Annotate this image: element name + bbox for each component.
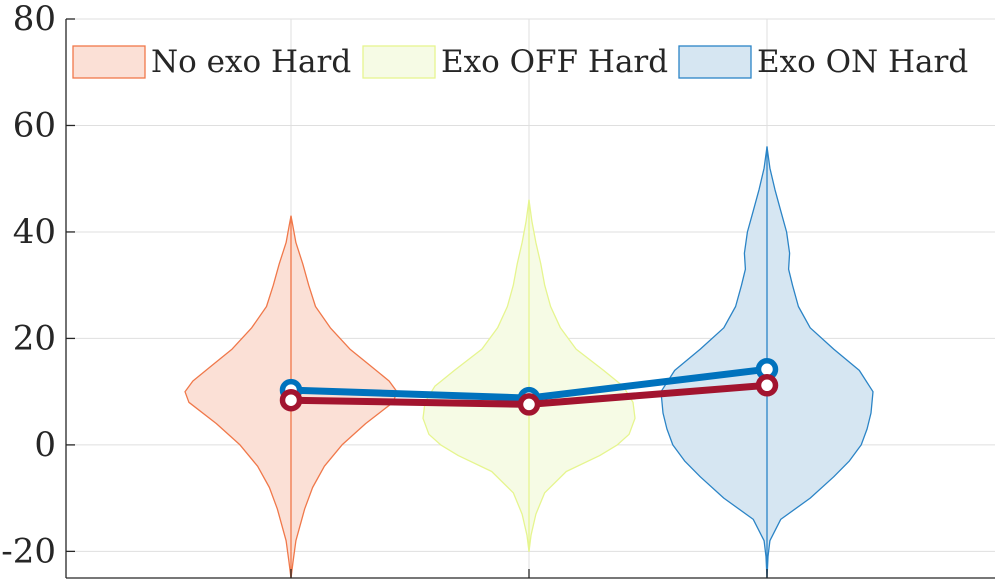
- legend: No exo Hard Exo OFF Hard Exo ON Hard: [72, 44, 968, 80]
- series-2-point: [755, 374, 779, 397]
- legend-swatch-2: [362, 45, 436, 79]
- y-tick-label: 0: [34, 425, 56, 465]
- line-layer: [279, 358, 779, 416]
- series-2-point: [517, 393, 541, 416]
- legend-label-3: Exo ON Hard: [757, 44, 968, 80]
- series-2-point: [279, 388, 303, 412]
- legend-swatch-3: [678, 45, 752, 79]
- y-tick-label: 20: [13, 318, 56, 358]
- legend-swatch-1: [72, 45, 146, 79]
- y-tick-label: 60: [13, 105, 56, 145]
- y-tick-label: 80: [13, 0, 56, 39]
- y-tick-label: 40: [13, 212, 56, 252]
- y-tick-label: -20: [1, 531, 56, 571]
- legend-label-2: Exo OFF Hard: [441, 44, 668, 80]
- legend-label-1: No exo Hard: [151, 44, 351, 80]
